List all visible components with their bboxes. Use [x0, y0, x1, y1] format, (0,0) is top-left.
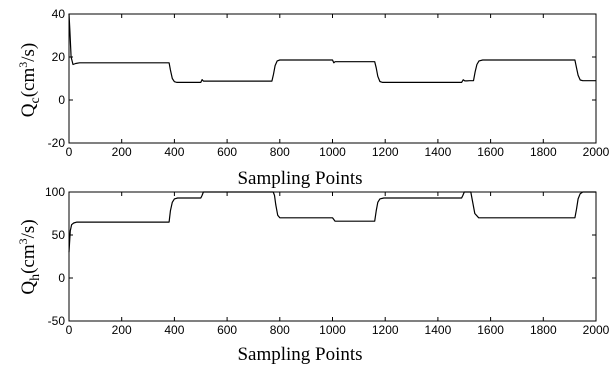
x-tick-label-qc: 1400 [425, 145, 452, 159]
x-tick-label-qh: 1000 [319, 323, 346, 337]
y-ticks-qh: -50 0 50 100 [45, 185, 596, 328]
x-tick-label-qh: 2000 [583, 323, 610, 337]
x-tick-label-qh: 0 [66, 323, 73, 337]
x-tick-label-qh: 400 [164, 323, 184, 337]
series-line-qc [68, 13, 596, 83]
x-tick-label-qh: 600 [217, 323, 237, 337]
x-tick-label-qc: 400 [164, 145, 184, 159]
x-tick-label-qc: 1000 [319, 145, 346, 159]
x-tick-label-qc: 600 [217, 145, 237, 159]
x-axis-label-qc: Sampling Points [237, 168, 362, 189]
subplot-qc: 0 200 400 600 800 1000 1200 1400 1600 1800 2000 -2… [16, 7, 610, 189]
y-tick-label-qh: -50 [48, 314, 66, 328]
x-tick-label-qh: 1600 [477, 323, 504, 337]
x-tick-label-qh: 1400 [425, 323, 452, 337]
x-tick-label-qc: 200 [112, 145, 132, 159]
plot-frame-qc [68, 13, 597, 144]
y-tick-label-qh: 100 [45, 185, 65, 199]
x-tick-label-qh: 800 [270, 323, 290, 337]
x-tick-label-qh: 1800 [530, 323, 557, 337]
series-line-qh [68, 191, 596, 253]
x-tick-label-qc: 1600 [477, 145, 504, 159]
y-axis-label-qh: Qh(cm3/s) [16, 219, 43, 294]
y-tick-label-qc: 0 [58, 93, 65, 107]
x-tick-label-qc: 1800 [530, 145, 557, 159]
y-tick-label-qh: 0 [58, 271, 65, 285]
y-tick-label-qc: -20 [48, 136, 66, 150]
x-tick-label-qh: 200 [112, 323, 132, 337]
y-ticks-qc: -20 0 20 40 [48, 7, 596, 150]
plot-frame-qh [68, 191, 597, 322]
y-tick-label-qc: 40 [52, 7, 66, 21]
x-ticks-qh: 0 200 400 600 800 1000 1200 1400 1600 1800 2000 [66, 192, 610, 337]
y-tick-label-qh: 50 [52, 228, 66, 242]
x-axis-label-qh: Sampling Points [237, 344, 362, 365]
x-tick-label-qh: 1200 [372, 323, 399, 337]
y-tick-label-qc: 20 [52, 50, 66, 64]
subplot-qh: 0 200 400 600 800 1000 1200 1400 1600 1800 2000 -5… [16, 185, 610, 365]
x-tick-label-qc: 0 [66, 145, 73, 159]
y-axis-label-qc: Qc(cm3/s) [16, 43, 43, 118]
x-tick-label-qc: 1200 [372, 145, 399, 159]
x-tick-label-qc: 2000 [583, 145, 610, 159]
x-tick-label-qc: 800 [270, 145, 290, 159]
x-ticks-qc: 0 200 400 600 800 1000 1200 1400 1600 1800 2000 [66, 14, 610, 159]
